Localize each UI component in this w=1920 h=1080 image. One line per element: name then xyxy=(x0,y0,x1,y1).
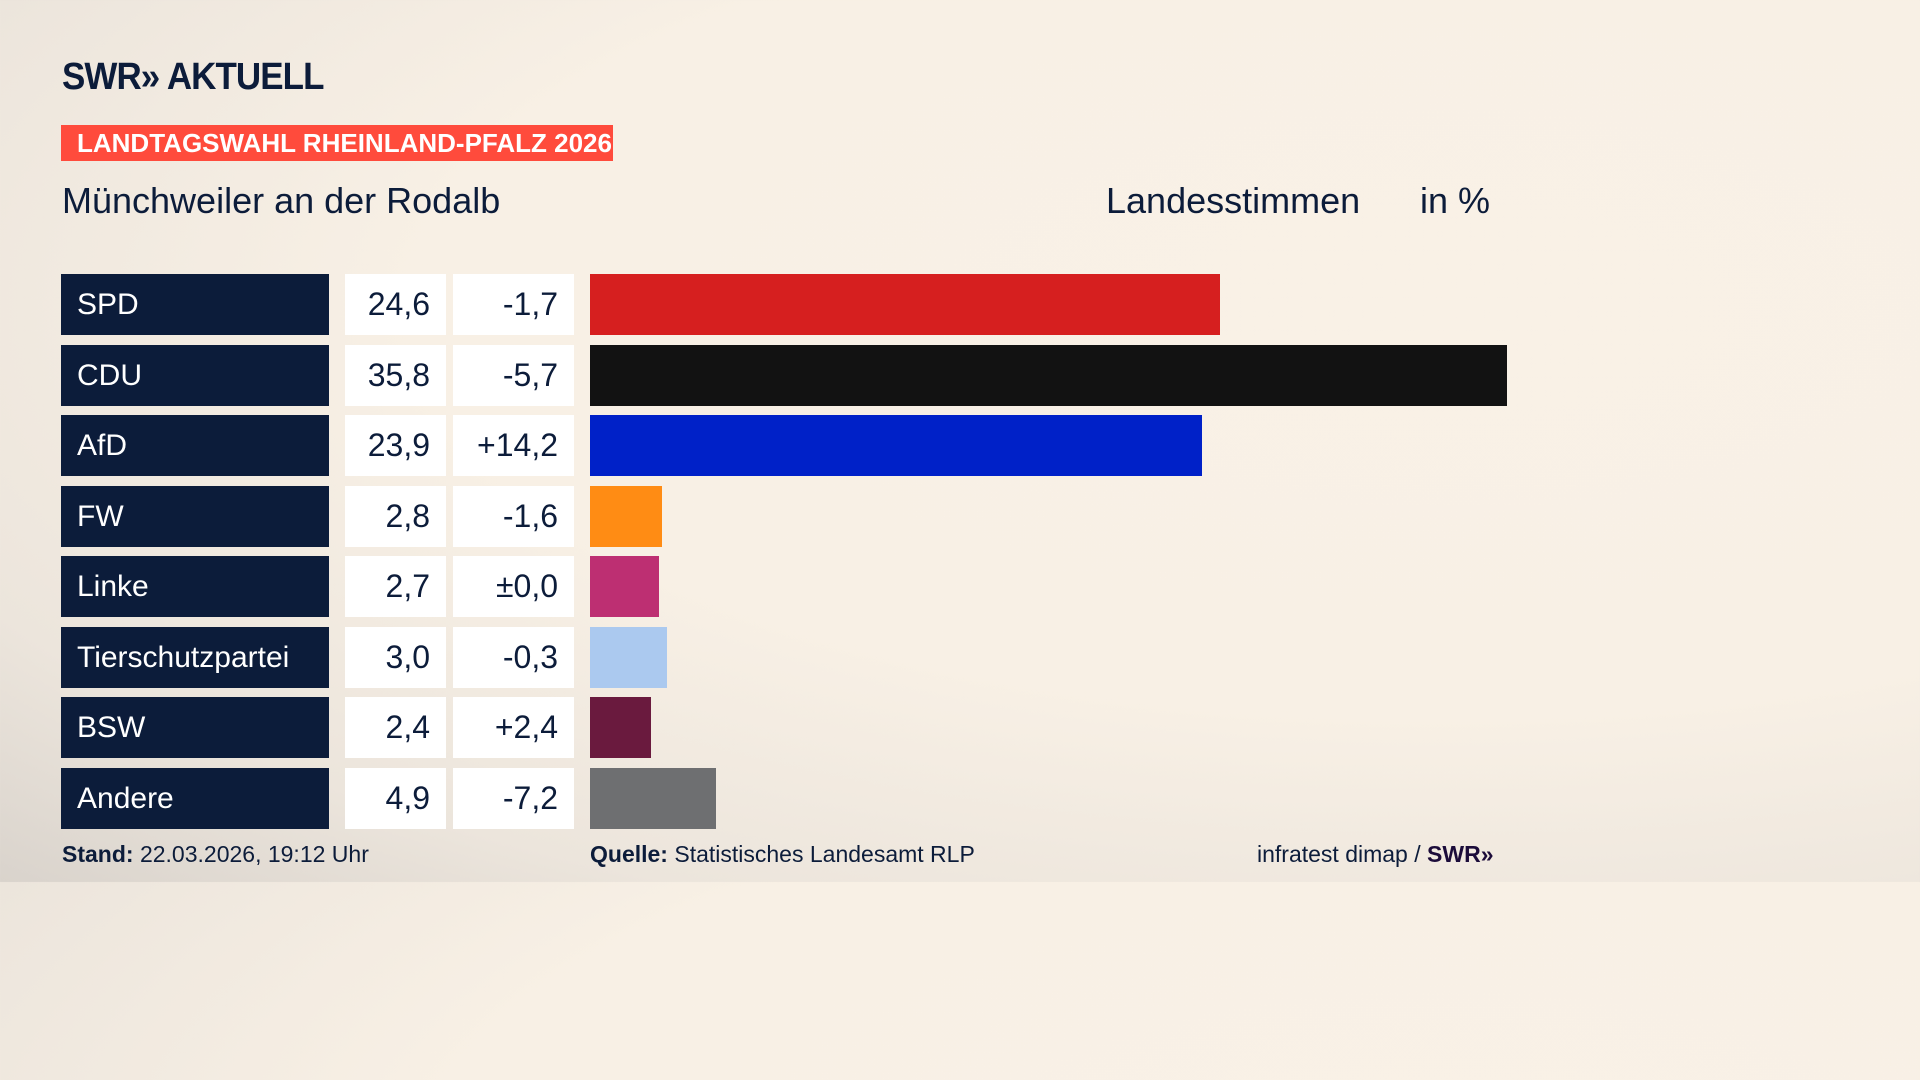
party-label: Tierschutzpartei xyxy=(61,626,329,688)
swr-aktuell-logo: SWR» AKTUELL xyxy=(62,56,324,98)
bar-afd xyxy=(590,415,1203,476)
bar-linke xyxy=(590,556,660,617)
bar-tierschutzpartei xyxy=(590,626,667,688)
bar-cdu xyxy=(590,344,1507,406)
party-label: FW xyxy=(61,485,329,547)
value-label: 3,0 xyxy=(345,626,446,688)
vote-type-label: Landesstimmen xyxy=(1106,180,1361,221)
bar-bsw xyxy=(590,697,652,758)
source: Quelle: Statistisches Landesamt RLP xyxy=(590,841,975,868)
diff-label: -5,7 xyxy=(453,344,574,406)
swr-logo: SWR» xyxy=(1427,841,1494,867)
diff-label: +2,4 xyxy=(453,697,574,758)
credit: infratest dimap / SWR» xyxy=(1257,841,1493,868)
value-label: 2,7 xyxy=(345,556,446,617)
value-label: 24,6 xyxy=(345,274,446,335)
value-label: 4,9 xyxy=(345,767,446,829)
unit-label: in % xyxy=(1420,180,1491,221)
place-title: Münchweiler an der Rodalb xyxy=(62,180,501,221)
party-label: BSW xyxy=(61,697,329,758)
diff-label: -7,2 xyxy=(453,767,574,829)
diff-label: +14,2 xyxy=(453,415,574,476)
diff-label: -1,7 xyxy=(453,274,574,335)
credit-text: infratest dimap / xyxy=(1257,841,1421,867)
source-value: Statistisches Landesamt RLP xyxy=(674,841,975,867)
bar-andere xyxy=(590,767,716,829)
party-label: SPD xyxy=(61,274,329,335)
value-label: 35,8 xyxy=(345,344,446,406)
value-label: 2,8 xyxy=(345,485,446,547)
stand: Stand: 22.03.2026, 19:12 Uhr xyxy=(62,841,369,868)
bar-fw xyxy=(590,485,662,547)
value-label: 2,4 xyxy=(345,697,446,758)
party-label: CDU xyxy=(61,344,329,406)
value-label: 23,9 xyxy=(345,415,446,476)
diff-label: ±0,0 xyxy=(453,556,574,617)
party-label: Andere xyxy=(61,767,329,829)
bar-spd xyxy=(590,274,1221,335)
election-badge: LANDTAGSWAHL RHEINLAND-PFALZ 2026 xyxy=(61,125,613,161)
diff-label: -0,3 xyxy=(453,626,574,688)
stand-label: Stand: xyxy=(62,841,134,867)
party-label: Linke xyxy=(61,556,329,617)
stand-value: 22.03.2026, 19:12 Uhr xyxy=(139,841,369,867)
diff-label: -1,6 xyxy=(453,485,574,547)
party-label: AfD xyxy=(61,415,329,476)
source-label: Quelle: xyxy=(590,841,668,867)
